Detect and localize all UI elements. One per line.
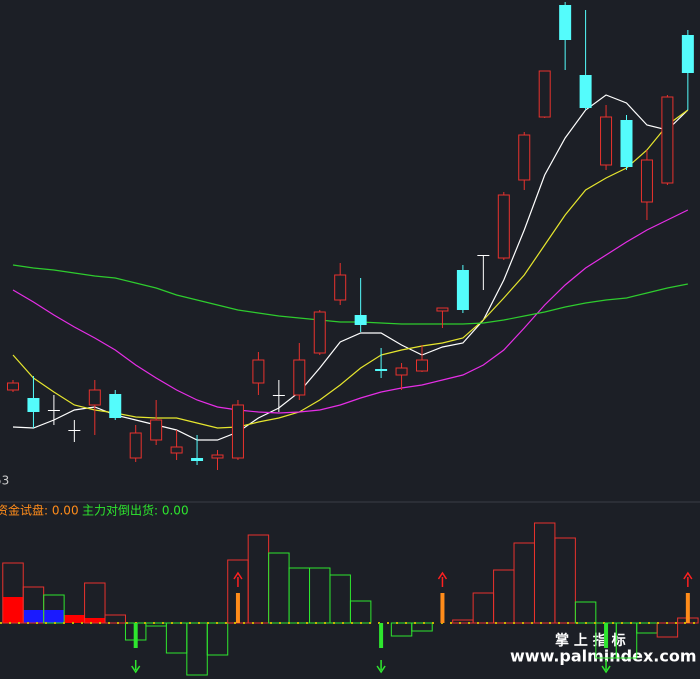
candle-body <box>375 369 388 371</box>
candle-body <box>538 70 551 118</box>
indicator-bar <box>554 537 576 624</box>
candle-body <box>47 410 60 411</box>
candle-body <box>477 255 490 256</box>
moving-average <box>12 209 689 414</box>
candle-body <box>497 194 510 259</box>
indicator-fill-bar <box>64 615 85 623</box>
indicator-bar <box>104 614 126 624</box>
price-label: 53 <box>0 474 9 488</box>
indicator-bar <box>411 622 433 632</box>
candle-body <box>354 315 367 325</box>
candle-body <box>600 116 613 166</box>
candle-body <box>416 359 428 372</box>
candle-body <box>7 382 19 391</box>
candle-body <box>68 430 81 431</box>
candle-body <box>620 120 633 167</box>
candle-body <box>293 359 306 396</box>
candle-body <box>191 458 204 461</box>
candle-body <box>109 394 122 418</box>
indicator-bar <box>43 594 65 624</box>
candle-body <box>27 398 40 412</box>
candle-body <box>640 159 653 203</box>
candle-body <box>170 446 183 454</box>
candle-body <box>681 35 694 73</box>
down-arrow <box>601 665 611 674</box>
watermark-url: www.palmindex.com <box>510 647 697 666</box>
moving-average <box>12 264 688 325</box>
indicator-legend: 主力对倒出货: 0.00 <box>82 503 189 518</box>
candle-body <box>518 134 531 181</box>
indicator-bar <box>84 582 106 624</box>
up-arrow <box>437 571 448 580</box>
candle-body <box>559 5 572 40</box>
candle-body <box>252 359 265 384</box>
up-signal-bar <box>685 593 690 623</box>
down-signal-bar <box>379 623 384 648</box>
candle-body <box>272 395 285 396</box>
up-signal-bar <box>235 593 240 623</box>
moving-average <box>12 94 689 441</box>
indicator-fill-bar <box>43 610 65 623</box>
candle-body <box>231 404 244 459</box>
candle-body <box>88 389 101 406</box>
candle-body <box>395 367 408 376</box>
down-signal-bar <box>604 623 609 648</box>
indicator-legend: 资金试盘: 0.00 <box>0 503 79 518</box>
down-arrow <box>131 665 141 674</box>
indicator-bar <box>329 574 351 624</box>
down-signal-bar <box>133 623 138 648</box>
candle-body <box>150 419 163 441</box>
candle-body <box>313 311 326 354</box>
candle-body <box>456 270 469 310</box>
down-arrow <box>376 665 386 674</box>
candle-body <box>579 75 592 108</box>
up-arrow <box>683 571 693 580</box>
candle-body <box>334 274 347 301</box>
candle-body <box>211 454 224 459</box>
up-signal-bar <box>440 593 445 623</box>
indicator-fill-bar <box>84 618 106 623</box>
candle-body <box>129 432 142 459</box>
candle-body <box>436 307 449 312</box>
indicator-fill-bar <box>2 597 24 623</box>
candle-body <box>661 96 674 184</box>
up-arrow <box>233 571 243 580</box>
indicator-fill-bar <box>23 610 44 623</box>
moving-average <box>12 109 689 429</box>
indicator-bar <box>615 622 638 659</box>
